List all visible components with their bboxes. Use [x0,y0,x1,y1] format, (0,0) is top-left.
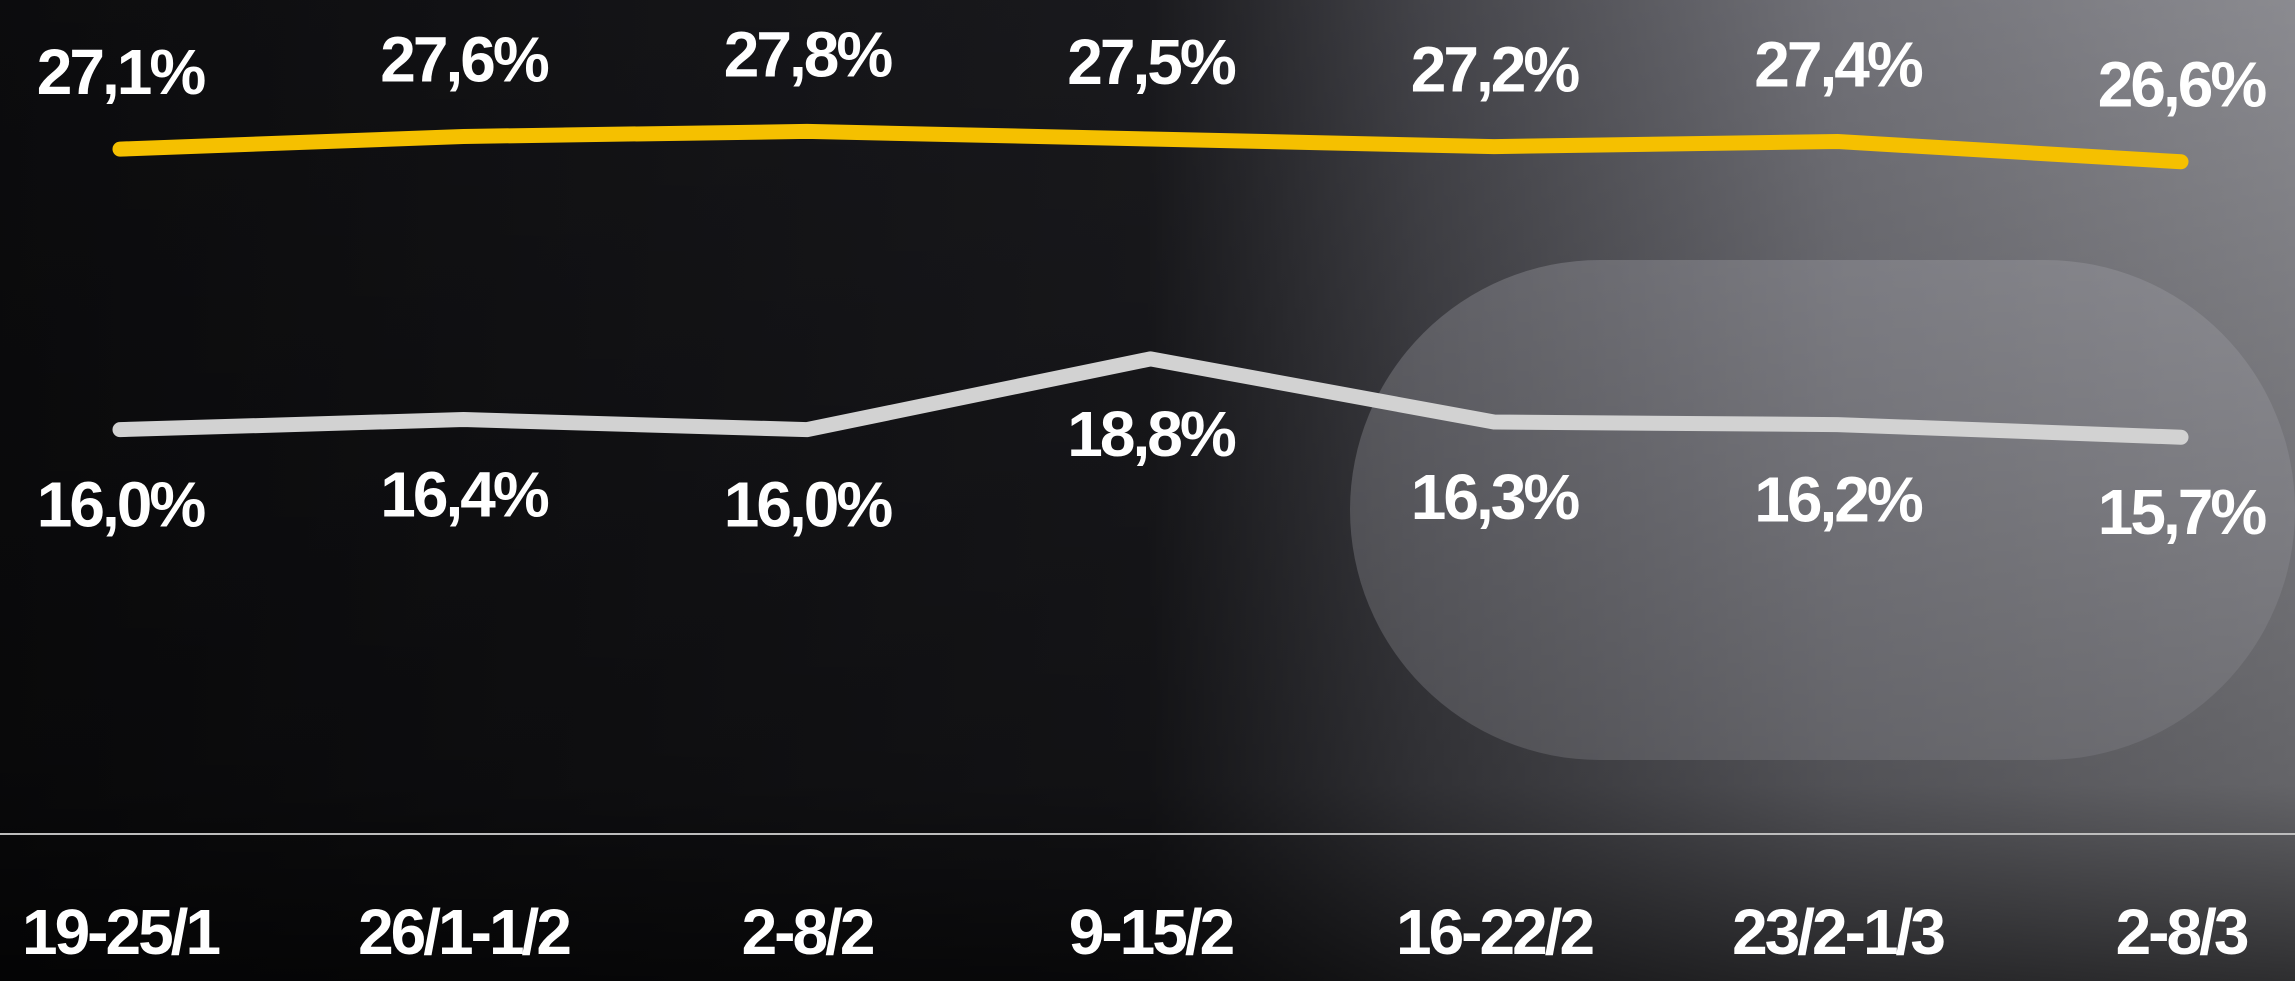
data-label: 26,6% [2098,49,2267,121]
data-label: 27,5% [1067,26,1236,98]
x-tick-label: 19-25/1 [22,896,219,968]
x-tick-label: 2-8/3 [2116,896,2248,968]
data-label: 16,0% [724,469,893,541]
data-label: 27,6% [380,23,549,95]
data-label: 27,2% [1411,33,1580,105]
x-tick-label: 2-8/2 [742,896,874,968]
data-label: 16,4% [380,458,549,530]
data-label: 27,4% [1754,28,1923,100]
data-label: 27,1% [37,36,206,108]
data-label: 16,2% [1754,463,1923,535]
data-label: 16,0% [37,469,206,541]
chart: 19-25/1 26/1-1/2 2-8/2 9-15/2 16-22/2 23/2-1/… [0,0,2295,981]
x-tick-label: 23/2-1/3 [1732,896,1944,968]
data-label: 18,8% [1067,398,1236,470]
x-tick-label: 26/1-1/2 [358,896,570,968]
data-label: 27,8% [724,18,893,90]
data-label: 15,7% [2098,476,2267,548]
data-label: 16,3% [1411,461,1580,533]
x-tick-label: 16-22/2 [1396,896,1593,968]
x-tick-label: 9-15/2 [1069,896,1234,968]
page: 19-25/1 26/1-1/2 2-8/2 9-15/2 16-22/2 23/2-1/… [0,0,2295,981]
